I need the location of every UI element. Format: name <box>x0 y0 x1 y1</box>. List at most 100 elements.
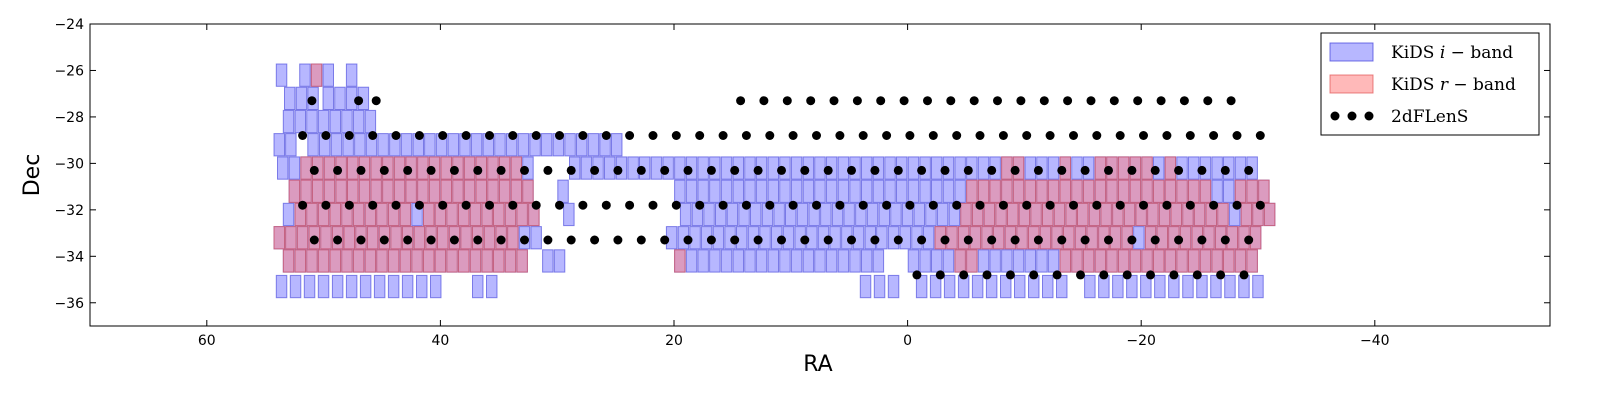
legend-label-main: 2dFLenS <box>1391 107 1468 127</box>
2dflens-point <box>1010 165 1020 175</box>
kids-r-tile <box>390 226 402 250</box>
2dflens-point <box>426 165 436 175</box>
kids-i-tile <box>564 133 576 157</box>
kids-r-tile <box>341 249 353 273</box>
kids-i-tile <box>329 109 341 134</box>
2dflens-point <box>1197 235 1207 245</box>
kids-r-tile <box>376 202 388 227</box>
2dflens-point <box>741 200 751 210</box>
kids-r-tile <box>510 179 523 203</box>
kids-i-tile <box>989 249 1001 273</box>
kids-r-tile <box>399 249 412 273</box>
kids-r-tile <box>1258 179 1270 203</box>
2dflens-point <box>1232 200 1242 210</box>
2dflens-point <box>625 200 635 210</box>
kids-r-tile <box>493 202 505 227</box>
kids-i-tile <box>284 86 296 110</box>
kids-r-tile <box>960 202 972 227</box>
kids-r-tile <box>983 202 996 227</box>
kids-i-tile <box>288 156 301 180</box>
2dflens-point <box>391 131 401 140</box>
2dflens-point <box>566 165 576 175</box>
kids-r-tile <box>1129 179 1142 203</box>
2dflens-point <box>912 270 922 280</box>
kids-r-tile <box>1176 249 1188 273</box>
kids-i-tile <box>919 179 931 203</box>
2dflens-point <box>1127 165 1137 175</box>
2dflens-point <box>829 96 839 106</box>
kids-r-tile <box>1153 249 1165 273</box>
2dflens-point <box>1099 270 1109 280</box>
2dflens-point <box>695 200 705 210</box>
kids-r-tile <box>1164 249 1177 273</box>
2dflens-point <box>1115 131 1125 140</box>
kids-r-tile <box>423 249 435 273</box>
2dflens-point <box>403 165 413 175</box>
2dflens-point <box>531 131 541 140</box>
kids-r-tile <box>1234 179 1247 203</box>
2dflens-point <box>928 200 938 210</box>
2dflens-point <box>893 235 903 245</box>
kids-r-tile <box>364 249 377 273</box>
2dflens-point <box>1045 200 1055 210</box>
legend-label: KiDS r − band <box>1391 75 1516 95</box>
kids-i-tile <box>345 63 358 87</box>
2dflens-point <box>706 235 716 245</box>
kids-r-tile <box>329 202 341 227</box>
kids-r-tile <box>1147 202 1159 227</box>
2dflens-point <box>1162 131 1172 140</box>
2dflens-point <box>496 235 506 245</box>
2dflens-point <box>555 131 564 140</box>
2dflens-point <box>636 165 646 175</box>
kids-i-tile <box>674 179 686 203</box>
2dflens-point <box>806 96 816 106</box>
kids-i-tile <box>755 179 768 203</box>
kids-i-tile <box>720 249 733 273</box>
2dflens-point <box>975 200 985 210</box>
kids-i-tile <box>977 156 990 180</box>
kids-r-tile <box>411 249 423 273</box>
kids-r-tile <box>1094 249 1107 273</box>
kids-i-tile <box>424 133 436 157</box>
kids-i-tile <box>685 179 698 203</box>
kids-i-tile <box>954 156 966 180</box>
kids-i-tile <box>825 179 838 203</box>
2dflens-point <box>555 200 564 210</box>
2dflens-point <box>982 270 992 280</box>
kids-r-tile <box>446 202 458 227</box>
2dflens-point <box>321 131 331 140</box>
kids-r-tile <box>1193 202 1206 227</box>
kids-r-tile <box>288 179 301 203</box>
2dflens-point <box>1010 235 1020 245</box>
kids-i-tile <box>401 274 414 299</box>
kids-i-tile <box>282 202 295 227</box>
x-tick-label: −40 <box>1360 333 1390 349</box>
kids-r-tile <box>1129 249 1142 273</box>
2dflens-point <box>765 131 775 140</box>
legend-label-var: i <box>1440 43 1445 63</box>
legend-label-main: KiDS <box>1391 75 1440 95</box>
kids-i-tile <box>825 249 838 273</box>
2dflens-point <box>847 165 856 175</box>
2dflens-point <box>473 235 483 245</box>
kids-r-tile <box>1030 202 1042 227</box>
x-tick-label: 60 <box>198 333 216 349</box>
2dflens-point <box>882 131 892 140</box>
kids-r-tile <box>522 179 534 203</box>
kids-r-tile <box>437 226 449 250</box>
kids-r-tile <box>343 226 355 250</box>
2dflens-point <box>660 165 670 175</box>
kids-i-tile <box>553 249 566 273</box>
kids-i-tile <box>334 86 346 110</box>
2dflens-point <box>946 96 956 106</box>
legend-label-main: KiDS <box>1391 43 1440 63</box>
kids-i-tile <box>416 274 428 299</box>
2dflens-point <box>344 200 354 210</box>
2dflens-point <box>496 165 506 175</box>
kids-r-tile <box>1170 202 1182 227</box>
2dflens-point <box>1039 96 1049 106</box>
legend-label-suffix: − band <box>1448 75 1516 95</box>
kids-r-tile <box>296 226 309 250</box>
2dflens-point <box>1005 270 1015 280</box>
y-tick-label: −24 <box>54 17 84 33</box>
